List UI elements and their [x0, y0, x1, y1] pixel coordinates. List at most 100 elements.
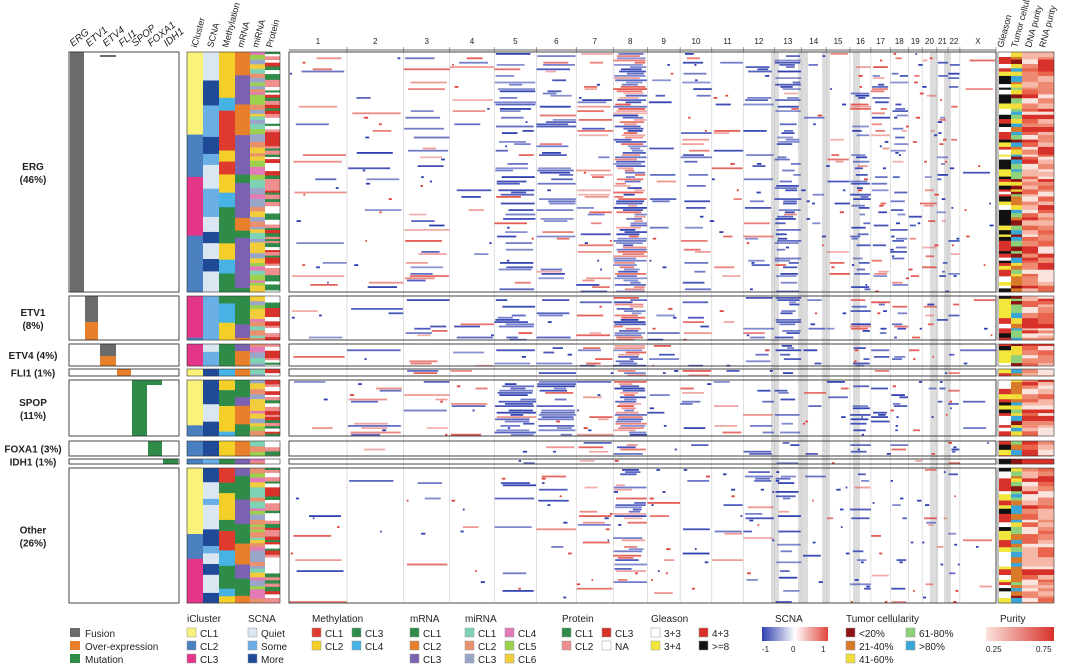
- scna-loss-segment: [857, 559, 867, 561]
- scna-loss-segment: [687, 185, 706, 187]
- gleason-cell: [999, 135, 1011, 140]
- gleason-cell: [999, 286, 1011, 289]
- scna-focal-event: [852, 264, 854, 266]
- cluster-cell: [265, 544, 280, 546]
- cluster-cell: [265, 268, 280, 270]
- scna-gain-segment: [681, 388, 694, 390]
- scna-gain-segment: [892, 282, 903, 284]
- scna-gain-segment: [944, 517, 947, 519]
- cluster-cell: [203, 529, 219, 537]
- scna-focal-event: [656, 469, 660, 471]
- scna-loss-segment: [502, 385, 534, 387]
- scna-loss-segment: [614, 550, 642, 552]
- scna-focal-event: [667, 64, 670, 66]
- scna-loss-segment: [496, 126, 534, 128]
- cluster-cell: [250, 566, 265, 569]
- scna-gain-segment: [349, 399, 387, 401]
- cluster-cell: [219, 207, 235, 223]
- scna-focal-event: [688, 117, 690, 119]
- dna-purity-cell: [1022, 346, 1038, 351]
- rna-purity-cell: [1038, 344, 1054, 346]
- scna-gain-segment: [714, 130, 740, 132]
- cluster-cell: [235, 557, 250, 565]
- cluster-cell: [265, 324, 280, 326]
- legend-protein-swatch: [602, 641, 611, 650]
- scna-loss-segment: [784, 358, 801, 360]
- scna-loss-segment: [539, 414, 576, 416]
- scna-focal-event: [598, 394, 601, 396]
- cluster-cell: [250, 322, 265, 327]
- scna-loss-segment: [406, 332, 432, 334]
- scna-loss-segment: [618, 271, 638, 273]
- scna-loss-segment: [576, 284, 599, 286]
- scna-loss-segment: [757, 390, 770, 392]
- scna-gain-segment: [634, 216, 646, 218]
- legend-scna-item: Some: [261, 642, 288, 653]
- scna-gain-segment: [616, 484, 625, 486]
- etv4-fusion-bar: [100, 344, 116, 356]
- rna-purity-cell: [1038, 186, 1054, 190]
- scna-loss-segment: [750, 200, 764, 202]
- cluster-cell: [235, 238, 250, 255]
- scna-gain-segment: [619, 383, 632, 385]
- rna-purity-cell: [1038, 520, 1054, 523]
- cluster-cell: [250, 222, 265, 228]
- gleason-cell: [999, 421, 1011, 425]
- rna-purity-cell: [1038, 596, 1054, 598]
- rna-purity-cell: [1038, 428, 1054, 432]
- scna-loss-segment: [539, 372, 576, 374]
- scna-focal-event: [737, 189, 739, 191]
- scna-gain-segment: [615, 345, 645, 347]
- scna-loss-segment: [778, 71, 801, 73]
- rna-purity-cell: [1038, 68, 1054, 72]
- cellularity-cell: [1011, 386, 1022, 390]
- cluster-cell: [265, 580, 280, 584]
- gleason-cell: [999, 266, 1011, 270]
- scna-gain-segment: [881, 108, 887, 110]
- chromosome-label: X: [975, 37, 981, 46]
- scna-focal-event: [940, 99, 942, 101]
- gleason-cell: [999, 405, 1011, 409]
- scna-loss-segment: [777, 240, 801, 242]
- rna-purity-cell: [1038, 350, 1054, 355]
- scna-loss-segment: [615, 506, 642, 508]
- scna-focal-event: [812, 500, 814, 502]
- dna-purity-cell: [1022, 274, 1038, 277]
- cluster-cell: [235, 324, 250, 338]
- cluster-cell: [265, 420, 280, 423]
- dna-purity-cell: [1022, 202, 1038, 206]
- scna-gain-segment: [913, 429, 920, 431]
- legend-scna-scale-bar: [762, 627, 828, 641]
- scna-loss-segment: [551, 178, 573, 180]
- cellularity-cell: [1011, 582, 1022, 585]
- cluster-cell: [265, 195, 280, 200]
- dna-purity-cell: [1022, 416, 1038, 421]
- cluster-cell: [203, 352, 219, 363]
- scna-gain-segment: [925, 189, 934, 191]
- cluster-cell: [250, 506, 265, 508]
- cluster-cell: [219, 406, 235, 419]
- cluster-cell: [203, 422, 219, 432]
- scna-gain-segment: [648, 502, 681, 504]
- legend-scna-swatch: [248, 628, 257, 637]
- scna-focal-event: [720, 310, 724, 312]
- scna-loss-segment: [874, 225, 889, 227]
- scna-loss-segment: [540, 390, 567, 392]
- scna-loss-segment: [858, 233, 869, 235]
- cluster-cell: [250, 148, 265, 151]
- scna-loss-segment: [681, 132, 711, 134]
- scna-gain-segment: [618, 416, 642, 418]
- gleason-cell: [999, 373, 1011, 376]
- scna-loss-segment: [940, 117, 945, 119]
- cluster-cell: [250, 199, 265, 204]
- scna-loss-segment: [776, 297, 802, 299]
- scna-gain-segment: [634, 286, 645, 288]
- scna-gain-segment: [536, 528, 576, 530]
- cluster-cell: [235, 441, 250, 453]
- rna-purity-cell: [1038, 172, 1054, 177]
- scna-gain-segment: [924, 517, 937, 519]
- cluster-cell: [250, 527, 265, 530]
- scna-focal-event: [987, 442, 989, 444]
- rna-purity-cell: [1038, 276, 1054, 282]
- scna-gain-segment: [621, 407, 635, 409]
